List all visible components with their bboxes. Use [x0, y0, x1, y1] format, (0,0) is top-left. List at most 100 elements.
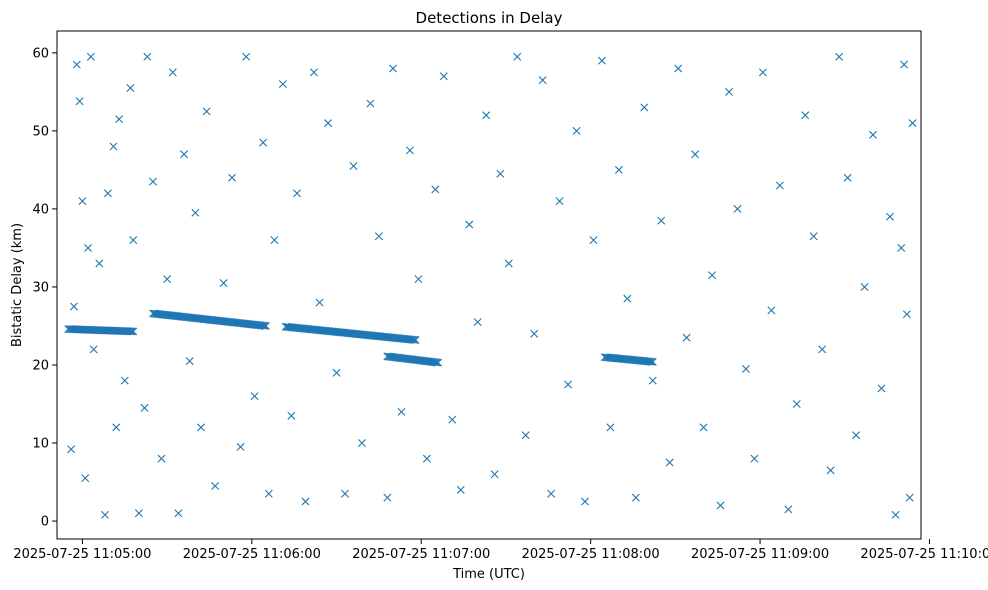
y-tick-label: 60: [32, 46, 49, 61]
data-point: [75, 97, 84, 106]
data-point: [219, 279, 228, 288]
data-point: [143, 52, 152, 61]
data-point: [682, 333, 691, 342]
data-point: [163, 275, 172, 284]
data-point: [758, 68, 767, 77]
data-point: [835, 52, 844, 61]
data-point: [597, 56, 606, 65]
y-tick-label: 20: [32, 358, 49, 373]
y-tick-label: 50: [32, 124, 49, 139]
data-point: [185, 357, 194, 366]
y-axis-ticks: 0 10 20 30 40 50 60: [32, 46, 57, 530]
data-point: [547, 489, 556, 498]
data-point: [168, 68, 177, 77]
x-axis-label: Time (UTC): [452, 567, 525, 582]
data-point: [301, 497, 310, 506]
scatter-marks: [64, 52, 917, 519]
track-point: [408, 335, 417, 344]
data-point: [905, 493, 914, 502]
data-point: [631, 493, 640, 502]
track-point: [431, 358, 440, 367]
data-point: [69, 302, 78, 311]
data-point: [665, 458, 674, 467]
track-point: [411, 336, 420, 345]
data-point: [242, 52, 251, 61]
data-point: [374, 232, 383, 241]
data-point: [869, 130, 877, 139]
chart-title: Detections in Delay: [416, 9, 563, 27]
data-point: [818, 345, 827, 354]
data-point: [767, 306, 776, 315]
data-point: [900, 60, 909, 69]
data-point: [465, 220, 474, 229]
data-point: [84, 243, 93, 252]
data-point: [264, 489, 273, 498]
data-point: [439, 72, 448, 81]
track-point: [645, 357, 654, 366]
data-point: [877, 384, 886, 393]
data-point: [112, 423, 121, 432]
data-point: [211, 481, 220, 490]
data-point: [228, 173, 237, 182]
data-point: [784, 505, 793, 514]
data-point: [473, 318, 482, 327]
track-point: [410, 335, 419, 344]
track-point: [647, 357, 656, 366]
data-point: [134, 509, 143, 518]
data-point: [733, 204, 742, 213]
data-point: [640, 103, 649, 112]
data-point: [860, 282, 869, 291]
data-point: [259, 138, 268, 147]
data-point: [708, 271, 717, 280]
data-point: [81, 474, 90, 483]
data-point: [902, 310, 911, 319]
data-point: [792, 400, 801, 408]
data-point: [103, 189, 112, 198]
track-point: [261, 321, 270, 330]
data-point: [191, 208, 200, 217]
data-point: [422, 454, 431, 463]
data-point: [589, 236, 598, 245]
data-point: [120, 376, 129, 385]
x-tick-label: 2025-07-25 11:05:00: [13, 547, 151, 562]
data-point: [72, 60, 81, 69]
data-point: [482, 111, 491, 120]
data-point: [521, 431, 530, 440]
data-point: [383, 493, 392, 502]
data-point: [885, 212, 894, 221]
data-point: [341, 489, 349, 498]
y-tick-label: 0: [41, 515, 49, 530]
data-point: [332, 368, 341, 377]
data-point: [250, 392, 259, 401]
data-point: [129, 236, 138, 245]
track-point: [259, 321, 268, 330]
y-axis-label: Bistatic Delay (km): [10, 223, 25, 347]
data-point: [86, 52, 95, 61]
data-point: [287, 411, 296, 420]
data-point: [614, 165, 623, 174]
data-point: [897, 243, 906, 252]
data-point: [431, 185, 440, 194]
data-point: [278, 80, 287, 89]
x-tick-label: 2025-07-25 11:06:00: [183, 547, 321, 562]
data-point: [648, 376, 657, 385]
data-point: [496, 169, 505, 178]
data-point: [95, 259, 104, 268]
data-point: [775, 181, 784, 190]
data-point: [157, 454, 166, 463]
data-point: [801, 111, 810, 120]
x-tick-label: 2025-07-25 11:08:00: [522, 547, 660, 562]
track-point: [260, 321, 269, 330]
data-point: [315, 298, 324, 307]
data-point: [109, 142, 118, 151]
data-point: [180, 150, 189, 159]
x-tick-label: 2025-07-25 11:07:00: [352, 547, 490, 562]
y-tick-label: 40: [32, 202, 49, 217]
data-point: [606, 423, 615, 432]
data-point: [309, 68, 318, 77]
data-point: [101, 510, 109, 519]
data-point: [324, 119, 333, 128]
data-point: [852, 431, 861, 440]
data-point: [293, 189, 301, 198]
